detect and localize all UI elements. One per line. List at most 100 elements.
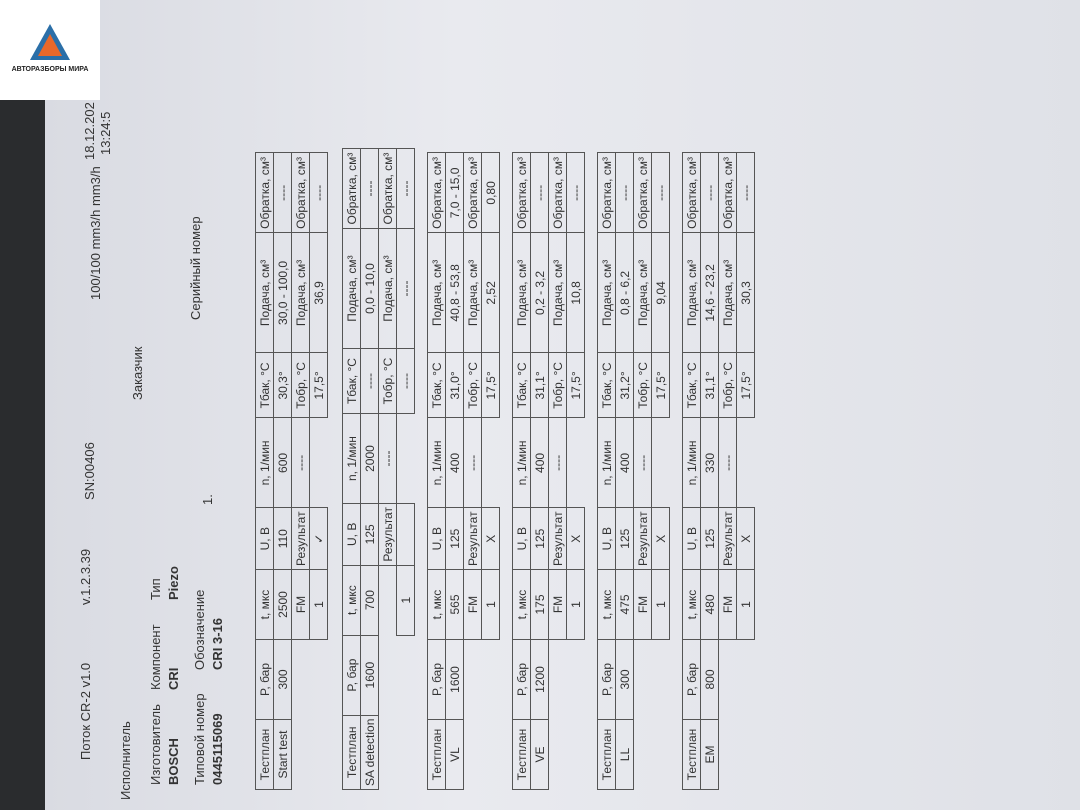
- blank: [719, 640, 737, 790]
- column-header: Обратка, см³: [682, 152, 701, 233]
- label: Тип: [148, 578, 163, 600]
- result-row: 1 X 17,5° 10,8 ----: [566, 152, 585, 790]
- value-row: LL 300 475 125 400 31,2° 0,8 - 6,2 ----: [615, 152, 634, 790]
- result-mark: X: [481, 507, 500, 570]
- cell: 125: [615, 507, 634, 570]
- column-header: Обратка, см³: [255, 152, 274, 233]
- cell: 565: [445, 569, 464, 640]
- result-header-row: FM Результат ---- Тобр, °C Подача, см³ Обратк…: [633, 152, 652, 790]
- blank: [482, 418, 500, 508]
- column-header: P, бар: [255, 639, 274, 720]
- column-header: t, мкс: [682, 569, 701, 640]
- column-header: Подача, см³: [342, 228, 361, 349]
- column-header: n, 1/мин: [682, 417, 701, 508]
- result-header: Тобр, °C: [548, 352, 567, 418]
- label: Исполнитель: [118, 721, 133, 800]
- column-header: Тестплан: [342, 715, 361, 790]
- column-header: Tбак, °C: [342, 348, 361, 414]
- column-header: Подача, см³: [682, 232, 701, 353]
- result-mark: X: [651, 507, 670, 570]
- column-header: t, мкс: [342, 565, 361, 636]
- index: 1: [651, 569, 670, 640]
- cell: 300: [615, 639, 634, 720]
- result-header: Результат: [291, 507, 310, 570]
- cell: 14,6 - 23,2: [700, 232, 719, 353]
- result-cell: ----: [566, 152, 585, 233]
- result-header: Обратка, см³: [378, 148, 397, 229]
- logo: АВТОРАЗБОРЫ МИРА: [0, 0, 100, 100]
- result-cell: 17,5°: [309, 352, 328, 418]
- blank: [310, 418, 328, 508]
- blank: [397, 635, 415, 789]
- test-name: VE: [530, 719, 549, 790]
- column-header: n, 1/мин: [255, 417, 274, 508]
- result-header: Обратка, см³: [291, 152, 310, 233]
- result-header-row: Результат ---- Тобр, °C Подача, см³ Обратка,…: [378, 148, 397, 790]
- result-header: Подача, см³: [633, 232, 652, 353]
- column-header: Тестплан: [597, 719, 616, 790]
- result-cell: 0,80: [481, 152, 500, 233]
- value-row: VE 1200 175 125 400 31,1° 0,2 - 3,2 ----: [530, 152, 549, 790]
- column-header: U, В: [255, 507, 274, 570]
- column-header: P, бар: [342, 635, 361, 716]
- cell: 700: [360, 565, 379, 636]
- cell: 0,0 - 10,0: [360, 228, 379, 349]
- cell: 600: [273, 417, 292, 508]
- result-header: Подача, см³: [548, 232, 567, 353]
- index: 1: [736, 569, 755, 640]
- blank: [652, 640, 670, 790]
- cell: ----: [615, 152, 634, 233]
- cell: 400: [530, 417, 549, 508]
- result-header: ----: [548, 417, 567, 508]
- cell: 7,0 - 15,0: [445, 152, 464, 233]
- column-header: Подача, см³: [255, 232, 274, 353]
- value-row: SA detection 1600 700 125 2000 ---- 0,0 - 10,0…: [360, 148, 379, 790]
- column-header: n, 1/мин: [427, 417, 446, 508]
- column-header: Тестплан: [682, 719, 701, 790]
- column-header: U, В: [512, 507, 531, 570]
- column-header: Tбак, °C: [512, 352, 531, 418]
- result-mark: X: [736, 507, 755, 570]
- cell: 0,8 - 6,2: [615, 232, 634, 353]
- result-header: ----: [463, 417, 482, 508]
- column-header: U, В: [597, 507, 616, 570]
- result-header: Подача, см³: [378, 228, 397, 349]
- result-cell: 36,9: [309, 232, 328, 353]
- blank: [634, 640, 652, 790]
- logo-icon: [30, 24, 70, 60]
- column-header: Тестплан: [512, 719, 531, 790]
- blank: [567, 640, 585, 790]
- result-cell: ----: [736, 152, 755, 233]
- value-row: EM 800 480 125 330 31,1° 14,6 - 23,2 ----: [700, 152, 719, 790]
- result-cell: 2,52: [481, 232, 500, 353]
- value-row: VL 1600 565 125 400 31,0° 40,8 - 53,8 7,0 - 15,…: [445, 152, 464, 790]
- result-cell: ----: [651, 152, 670, 233]
- cell: 2000: [360, 413, 379, 504]
- result-header: Подача, см³: [718, 232, 737, 353]
- result-header: ----: [378, 413, 397, 504]
- blank: [549, 640, 567, 790]
- fm: FM: [291, 569, 310, 640]
- column-header: Обратка, см³: [427, 152, 446, 233]
- result-cell: ----: [396, 148, 415, 229]
- result-header-row: FM Результат ---- Тобр, °C Подача, см³ Обратк…: [291, 152, 310, 790]
- result-header: ----: [718, 417, 737, 508]
- result-cell: ----: [396, 348, 415, 414]
- blank: [292, 640, 310, 790]
- label: Изготовитель: [148, 704, 163, 785]
- result-cell: 30,3: [736, 232, 755, 353]
- column-header: U, В: [342, 503, 361, 566]
- blank: [397, 414, 415, 504]
- result-header: Подача, см³: [291, 232, 310, 353]
- result-cell: 17,5°: [651, 352, 670, 418]
- cell: 800: [700, 639, 719, 720]
- cell: 30,0 - 100,0: [273, 232, 292, 353]
- label: Обозначение: [192, 589, 207, 670]
- result-header: Тобр, °C: [718, 352, 737, 418]
- cell: 300: [273, 639, 292, 720]
- value: BOSCH: [166, 738, 181, 785]
- serial: SN:00406: [82, 442, 97, 500]
- cell: ----: [530, 152, 549, 233]
